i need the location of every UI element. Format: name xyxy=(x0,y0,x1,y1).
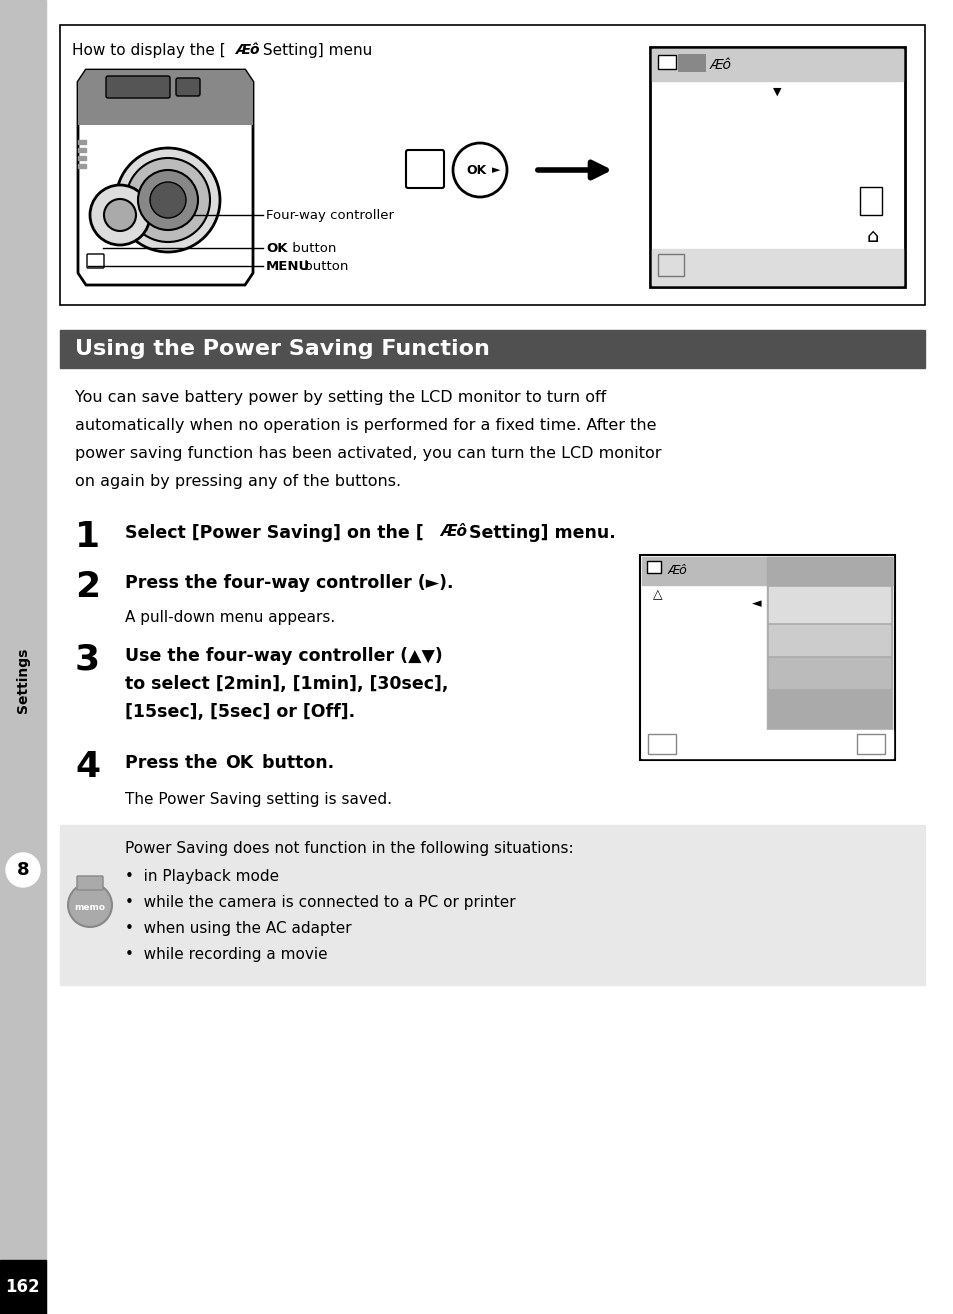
Bar xyxy=(60,825,924,986)
Text: 8: 8 xyxy=(16,861,30,879)
Bar xyxy=(658,55,676,70)
Text: button: button xyxy=(288,242,336,255)
Text: •  while recording a movie: • while recording a movie xyxy=(125,947,327,962)
Bar xyxy=(649,47,904,286)
Text: MENU: MENU xyxy=(266,259,310,272)
Text: 162: 162 xyxy=(6,1279,40,1296)
Text: power saving function has been activated, you can turn the LCD monitor: power saving function has been activated… xyxy=(75,445,660,461)
Bar xyxy=(859,187,882,215)
Text: button: button xyxy=(299,259,348,272)
Text: memo: memo xyxy=(74,903,106,912)
FancyBboxPatch shape xyxy=(77,876,103,890)
Bar xyxy=(78,164,86,168)
Text: ▽: ▽ xyxy=(665,259,678,275)
Text: Setting] menu.: Setting] menu. xyxy=(462,524,615,541)
Bar xyxy=(78,156,86,160)
Circle shape xyxy=(116,148,220,252)
Text: OK: OK xyxy=(225,754,253,773)
Text: automatically when no operation is performed for a fixed time. After the: automatically when no operation is perfo… xyxy=(75,418,656,434)
Text: ⌂: ⌂ xyxy=(866,227,879,247)
Text: Power Saving does not function in the following situations:: Power Saving does not function in the fo… xyxy=(125,841,573,855)
FancyBboxPatch shape xyxy=(175,78,200,96)
Text: Æô: Æô xyxy=(234,43,259,57)
Bar xyxy=(651,49,902,81)
Polygon shape xyxy=(78,70,253,285)
Bar xyxy=(60,25,924,305)
Bar xyxy=(768,587,889,622)
Bar xyxy=(60,330,924,368)
Text: Use the four-way controller (▲▼): Use the four-way controller (▲▼) xyxy=(125,646,442,665)
Text: 3: 3 xyxy=(75,643,100,677)
Bar xyxy=(856,735,884,754)
Text: Æô: Æô xyxy=(709,58,731,72)
Bar xyxy=(768,658,889,689)
Text: ◄: ◄ xyxy=(752,598,761,611)
Circle shape xyxy=(68,883,112,926)
Text: ►: ► xyxy=(491,166,499,175)
Circle shape xyxy=(126,158,210,242)
FancyBboxPatch shape xyxy=(106,76,170,99)
Bar xyxy=(78,148,86,152)
Bar xyxy=(641,557,892,585)
Polygon shape xyxy=(78,70,253,125)
Text: to select [2min], [1min], [30sec],: to select [2min], [1min], [30sec], xyxy=(125,675,448,692)
Bar xyxy=(639,555,894,759)
Bar xyxy=(78,141,86,145)
Text: 2: 2 xyxy=(75,570,100,604)
Bar xyxy=(651,248,902,285)
Text: Select [Power Saving] on the [: Select [Power Saving] on the [ xyxy=(125,524,423,541)
Bar xyxy=(766,557,891,731)
Text: button.: button. xyxy=(250,754,334,773)
Text: You can save battery power by setting the LCD monitor to turn off: You can save battery power by setting th… xyxy=(75,390,605,405)
Circle shape xyxy=(6,853,40,887)
Text: Press the four-way controller (►).: Press the four-way controller (►). xyxy=(125,574,453,593)
Text: Æô: Æô xyxy=(439,524,467,539)
Text: How to display the [: How to display the [ xyxy=(71,43,226,58)
Circle shape xyxy=(138,170,198,230)
FancyBboxPatch shape xyxy=(406,150,443,188)
Bar xyxy=(647,735,676,754)
Text: •  when using the AC adapter: • when using the AC adapter xyxy=(125,921,352,936)
Text: OK: OK xyxy=(266,242,287,255)
Text: on again by pressing any of the buttons.: on again by pressing any of the buttons. xyxy=(75,474,400,489)
Text: Setting] menu: Setting] menu xyxy=(257,43,372,58)
Text: OK: OK xyxy=(466,163,487,176)
Text: •  in Playback mode: • in Playback mode xyxy=(125,869,279,884)
Circle shape xyxy=(104,198,136,231)
Text: Four-way controller: Four-way controller xyxy=(266,209,394,222)
Text: 1: 1 xyxy=(75,520,100,555)
Text: •  while the camera is connected to a PC or printer: • while the camera is connected to a PC … xyxy=(125,895,515,911)
Text: Æô: Æô xyxy=(667,565,687,577)
Bar xyxy=(0,0,46,1314)
Circle shape xyxy=(150,183,186,218)
Text: A pull-down menu appears.: A pull-down menu appears. xyxy=(125,610,335,625)
Circle shape xyxy=(90,185,150,244)
Bar xyxy=(646,561,660,573)
Bar xyxy=(641,731,892,758)
Bar xyxy=(768,625,889,654)
Text: Press the: Press the xyxy=(125,754,223,773)
Bar xyxy=(678,54,705,72)
FancyBboxPatch shape xyxy=(87,254,104,268)
Text: ▼: ▼ xyxy=(772,87,781,97)
Text: [15sec], [5sec] or [Off].: [15sec], [5sec] or [Off]. xyxy=(125,703,355,721)
Text: 4: 4 xyxy=(75,750,100,784)
Text: The Power Saving setting is saved.: The Power Saving setting is saved. xyxy=(125,792,392,807)
Bar xyxy=(0,1260,46,1314)
Circle shape xyxy=(453,143,506,197)
Text: △: △ xyxy=(653,589,662,602)
Text: Settings: Settings xyxy=(16,648,30,712)
Bar xyxy=(658,254,683,276)
Text: Using the Power Saving Function: Using the Power Saving Function xyxy=(75,339,489,359)
